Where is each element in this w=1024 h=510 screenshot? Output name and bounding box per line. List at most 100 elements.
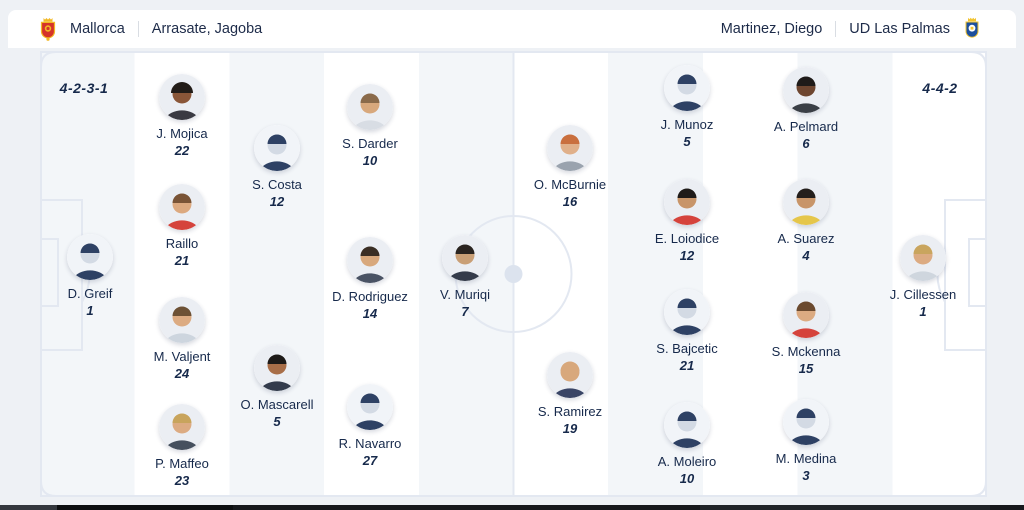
player-name: J. Munoz — [660, 117, 714, 132]
player-name: A. Moleiro — [657, 454, 717, 469]
player-number: 4 — [802, 248, 810, 263]
away-coach-name: Martinez, Diego — [720, 21, 823, 37]
player-avatar — [664, 179, 710, 225]
player-avatar — [67, 234, 113, 280]
player[interactable]: D. Greif 1 — [35, 234, 145, 320]
away-team-name[interactable]: UD Las Palmas — [849, 21, 950, 37]
player[interactable]: S. Costa 12 — [222, 125, 332, 211]
player-name: V. Muriqi — [439, 287, 491, 302]
player-name: J. Cillessen — [889, 287, 957, 302]
player-name: A. Suarez — [777, 231, 835, 246]
player-avatar — [547, 352, 593, 398]
player-name: S. Bajcetic — [656, 341, 718, 356]
player-name: S. Darder — [342, 136, 398, 151]
player-number: 21 — [174, 253, 190, 268]
player[interactable]: O. McBurnie 16 — [515, 125, 625, 211]
player[interactable]: A. Pelmard 6 — [751, 67, 861, 153]
player-avatar — [254, 345, 300, 391]
player-avatar — [159, 297, 205, 343]
player-avatar — [783, 292, 829, 338]
player-name: S. Ramirez — [537, 404, 603, 419]
player-avatar — [347, 237, 393, 283]
player[interactable]: R. Navarro 27 — [315, 384, 425, 470]
player[interactable]: S. Ramirez 19 — [515, 352, 625, 438]
player[interactable]: V. Muriqi 7 — [410, 235, 520, 321]
player-name: O. Mascarell — [240, 397, 314, 412]
player-avatar — [547, 125, 593, 171]
player-number: 12 — [679, 248, 695, 263]
player-number: 3 — [802, 468, 810, 483]
lineups-header: Mallorca Arrasate, Jagoba Martinez, Dieg… — [8, 10, 1016, 48]
player-number: 5 — [683, 134, 691, 149]
player-number: 12 — [269, 194, 285, 209]
player-name: R. Navarro — [338, 436, 402, 451]
player-name: O. McBurnie — [533, 177, 607, 192]
player-number: 5 — [273, 414, 281, 429]
player-name: D. Greif — [67, 286, 113, 301]
player[interactable]: D. Rodriguez 14 — [315, 237, 425, 323]
player-number: 7 — [461, 304, 469, 319]
player-avatar — [254, 125, 300, 171]
player-name: S. Costa — [252, 177, 302, 192]
home-formation-label: 4-2-3-1 — [59, 80, 109, 96]
header-divider — [835, 21, 837, 37]
home-coach-name: Arrasate, Jagoba — [151, 21, 263, 37]
player-number: 10 — [679, 471, 695, 486]
player[interactable]: Raillo 21 — [127, 184, 237, 270]
player-avatar — [664, 65, 710, 111]
player-number: 21 — [679, 358, 695, 373]
player[interactable]: A. Moleiro 10 — [632, 402, 742, 488]
player-avatar — [900, 235, 946, 281]
player[interactable]: S. Darder 10 — [315, 84, 425, 170]
player-name: J. Mojica — [156, 126, 208, 141]
player[interactable]: O. Mascarell 5 — [222, 345, 332, 431]
player-avatar — [783, 179, 829, 225]
player[interactable]: S. Mckenna 15 — [751, 292, 861, 378]
player-name: M. Medina — [775, 451, 837, 466]
player-number: 22 — [174, 143, 190, 158]
player[interactable]: P. Maffeo 23 — [127, 404, 237, 490]
player-name: M. Valjent — [153, 349, 211, 364]
player-name: Raillo — [165, 236, 199, 251]
player-number: 23 — [174, 473, 190, 488]
player[interactable]: E. Loiodice 12 — [632, 179, 742, 265]
center-spot — [504, 265, 523, 283]
player-avatar — [159, 74, 205, 120]
player-number: 14 — [362, 306, 378, 321]
bottom-bar — [0, 505, 1024, 510]
player-name: P. Maffeo — [155, 456, 209, 471]
player-avatar — [159, 184, 205, 230]
player-avatar — [442, 235, 488, 281]
player[interactable]: M. Medina 3 — [751, 399, 861, 485]
player-number: 1 — [919, 304, 927, 319]
player-avatar — [664, 402, 710, 448]
player-avatar — [347, 384, 393, 430]
player-name: E. Loiodice — [654, 231, 720, 246]
player-name: A. Pelmard — [773, 119, 839, 134]
player-number: 10 — [362, 153, 378, 168]
away-team-header: Martinez, Diego UD Las Palmas — [721, 17, 982, 41]
player-number: 19 — [562, 421, 578, 436]
mallorca-crest-icon — [38, 17, 58, 41]
player-number: 1 — [86, 303, 94, 318]
player-avatar — [347, 84, 393, 130]
player-avatar — [783, 399, 829, 445]
player-name: D. Rodriguez — [332, 289, 408, 304]
player[interactable]: A. Suarez 4 — [751, 179, 861, 265]
home-team-header: Mallorca Arrasate, Jagoba — [38, 17, 262, 41]
player[interactable]: J. Munoz 5 — [632, 65, 742, 151]
player-avatar — [664, 289, 710, 335]
football-pitch: 4-2-3-1 4-4-2 D. Greif 1 J. Mojica 22 Raillo… — [40, 51, 987, 497]
player-number: 16 — [562, 194, 578, 209]
player[interactable]: J. Mojica 22 — [127, 74, 237, 160]
player-number: 6 — [802, 136, 810, 151]
header-divider — [137, 21, 139, 37]
player-avatar — [159, 404, 205, 450]
home-team-name[interactable]: Mallorca — [70, 21, 125, 37]
player-number: 15 — [798, 361, 814, 376]
player[interactable]: J. Cillessen 1 — [868, 235, 978, 321]
player-number: 24 — [174, 366, 190, 381]
player[interactable]: M. Valjent 24 — [127, 297, 237, 383]
away-formation-label: 4-4-2 — [922, 80, 958, 96]
player[interactable]: S. Bajcetic 21 — [632, 289, 742, 375]
